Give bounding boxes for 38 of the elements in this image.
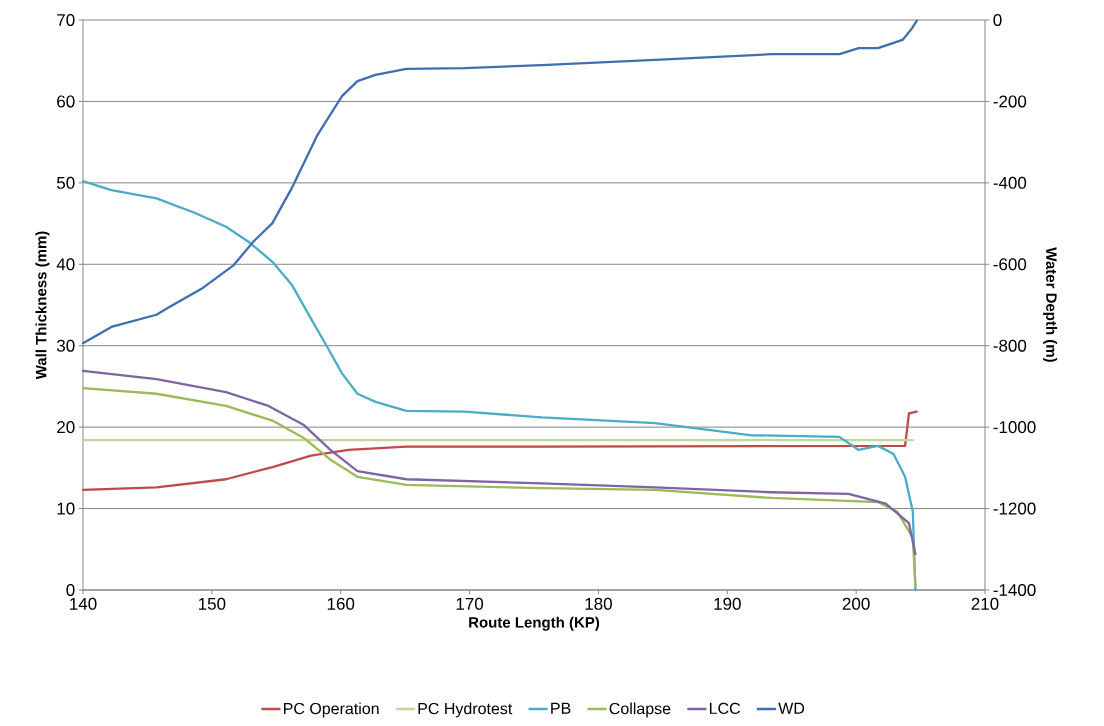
y-tick-label: 10: [57, 502, 75, 515]
y-axis-title: Wall Thickness (mm): [35, 231, 50, 380]
y2-axis-title: Water Depth (m): [1043, 247, 1058, 362]
y2-tick-label: -400: [993, 176, 1027, 189]
y-tick-label: 0: [66, 583, 75, 597]
line-series: [81, 369, 917, 556]
y2-tick-label: -1200: [993, 502, 1036, 515]
y2-tick-label: -600: [993, 258, 1027, 271]
x-tick-label: 170: [456, 597, 484, 610]
y-tick-label: 40: [56, 258, 75, 271]
y2-tick-label: -1400: [993, 583, 1036, 597]
y-tick-label: 20: [57, 421, 75, 434]
y2-tick-label: -200: [993, 95, 1027, 108]
x-tick-label: 190: [714, 597, 741, 610]
line-series: [81, 19, 918, 345]
x-tick-label: 200: [842, 597, 870, 610]
legend-label: PC Operation: [284, 702, 379, 718]
legend-label: WD: [778, 702, 805, 714]
x-tick-label: 160: [327, 597, 355, 610]
y2-tick-label: 0: [993, 13, 1002, 27]
line-series: [81, 180, 917, 592]
line-series: [81, 410, 918, 491]
x-tick-label: 210: [971, 597, 999, 610]
legend-label: PB: [551, 702, 571, 714]
legend-label: PC Hydrotest: [418, 702, 513, 718]
line-series: [81, 386, 917, 588]
y-tick-label: 30: [56, 339, 75, 352]
x-axis-title: Route Length (KP): [469, 616, 600, 631]
legend-label: Collapse: [609, 702, 671, 718]
y2-tick-label: -800: [993, 339, 1027, 352]
y-tick-label: 50: [56, 176, 75, 189]
y-tick-label: 60: [57, 95, 75, 108]
x-tick-label: 140: [70, 597, 97, 610]
legend-label: LCC: [709, 702, 741, 715]
x-tick-label: 180: [585, 597, 612, 610]
x-tick-label: 150: [198, 597, 226, 610]
y2-tick-label: -1000: [993, 421, 1036, 434]
y-tick-label: 70: [57, 13, 75, 27]
